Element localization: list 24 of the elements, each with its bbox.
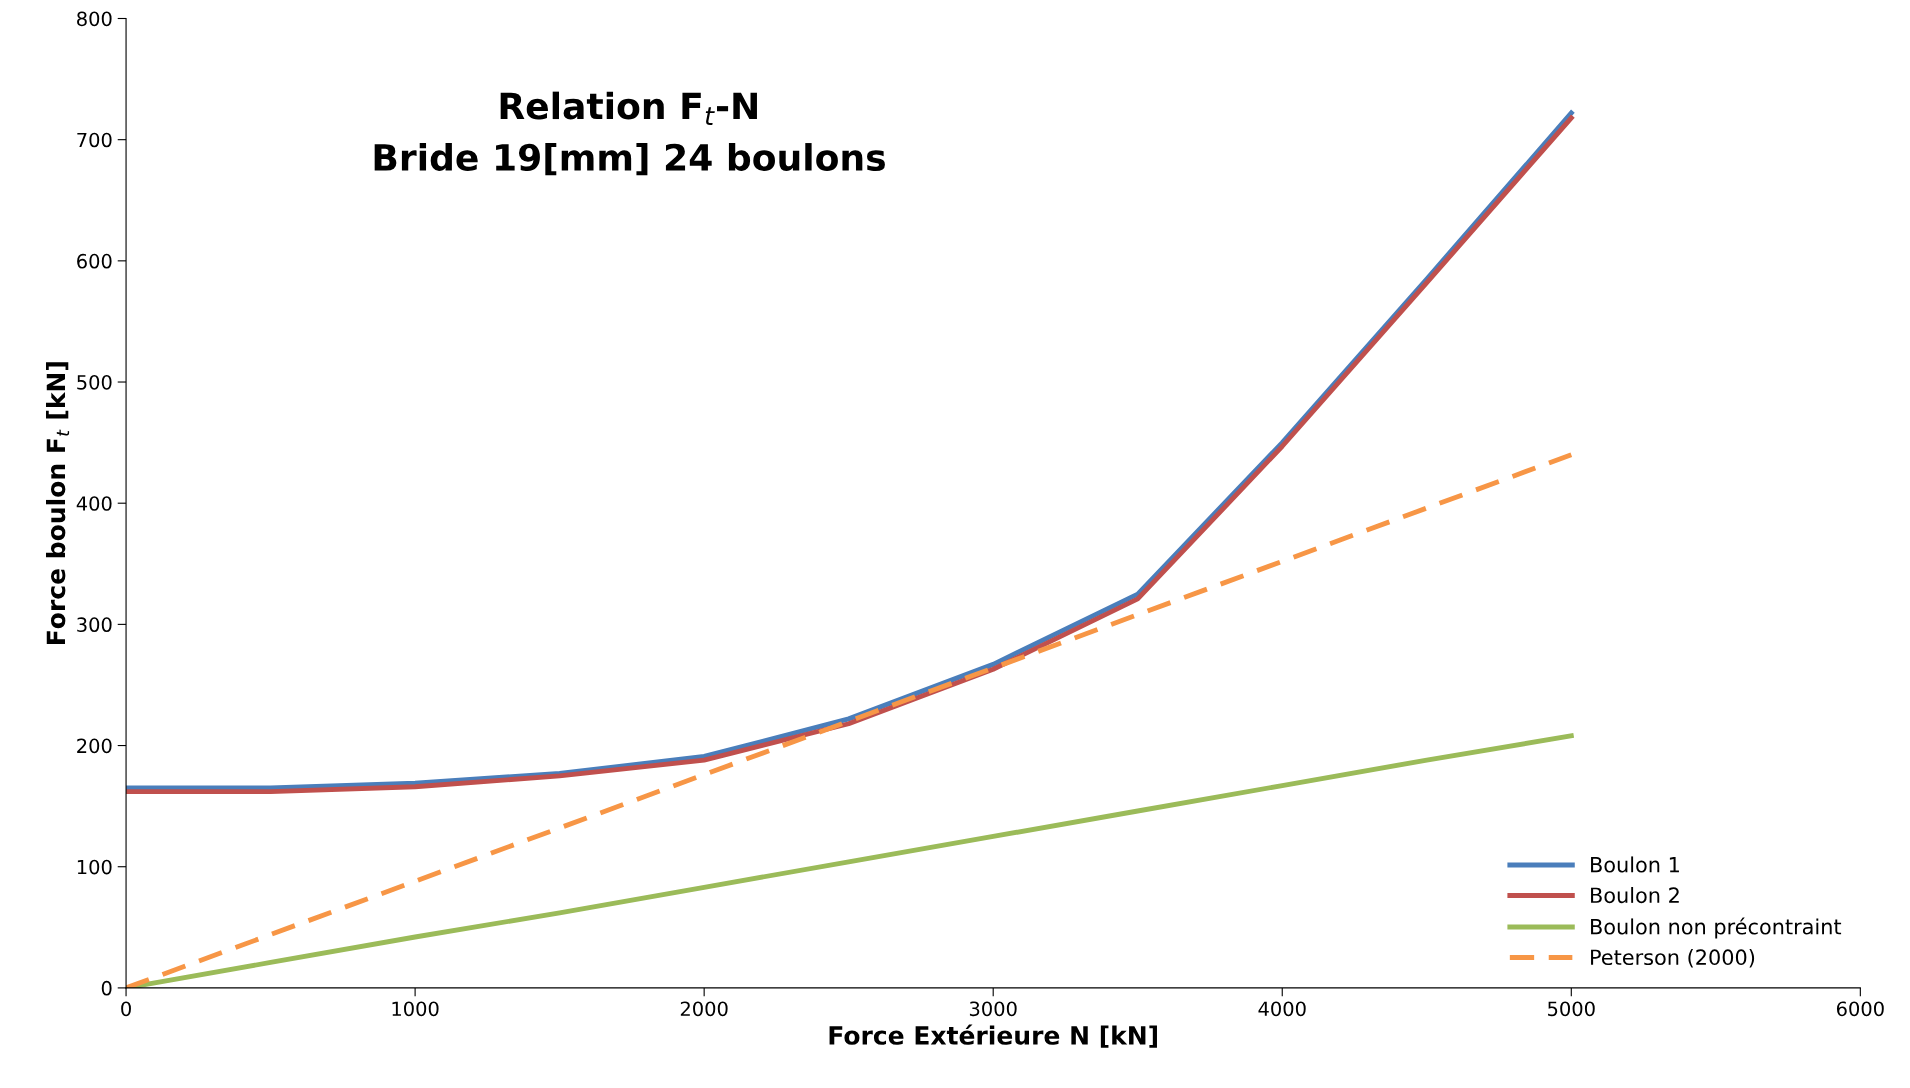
legend-label: Boulon non précontraint (1591, 917, 1842, 939)
y-tick-label: 400 (76, 496, 112, 511)
line-series (126, 452, 1574, 988)
y-tick-label: 200 (77, 738, 112, 754)
x-tick-label: 2000 (680, 1001, 728, 1017)
y-tick-label: 500 (77, 374, 112, 390)
y-tick-label: 0 (101, 980, 112, 996)
y-tick-label: 600 (77, 253, 112, 269)
x-tick-label: 4000 (1258, 1001, 1306, 1017)
y-tick-label: 100 (77, 859, 112, 875)
y-axis-title: Force boulon F$_{t}$ [kN] (46, 362, 70, 645)
legend-label: Boulon 1 (1591, 856, 1679, 873)
x-tick-label: 6000 (1836, 1001, 1884, 1017)
legend-label: Peterson (2000) (1591, 949, 1755, 968)
x-tick-label: 1000 (392, 1001, 439, 1017)
x-axis-title: Force Extérieure N [kN] (829, 1024, 1157, 1048)
y-tick-label: 700 (77, 132, 112, 148)
y-tick-label: 300 (77, 617, 112, 633)
text: Relation F$_{t}$-N Bride 19[mm] 24 boulons (374, 91, 885, 176)
y-tick-label: 800 (77, 11, 112, 27)
x-tick-label: 3000 (969, 1001, 1017, 1017)
x-tick-label: 5000 (1548, 1001, 1595, 1017)
legend-label: Boulon 2 (1591, 887, 1679, 904)
x-tick-label: 0 (121, 1001, 131, 1017)
